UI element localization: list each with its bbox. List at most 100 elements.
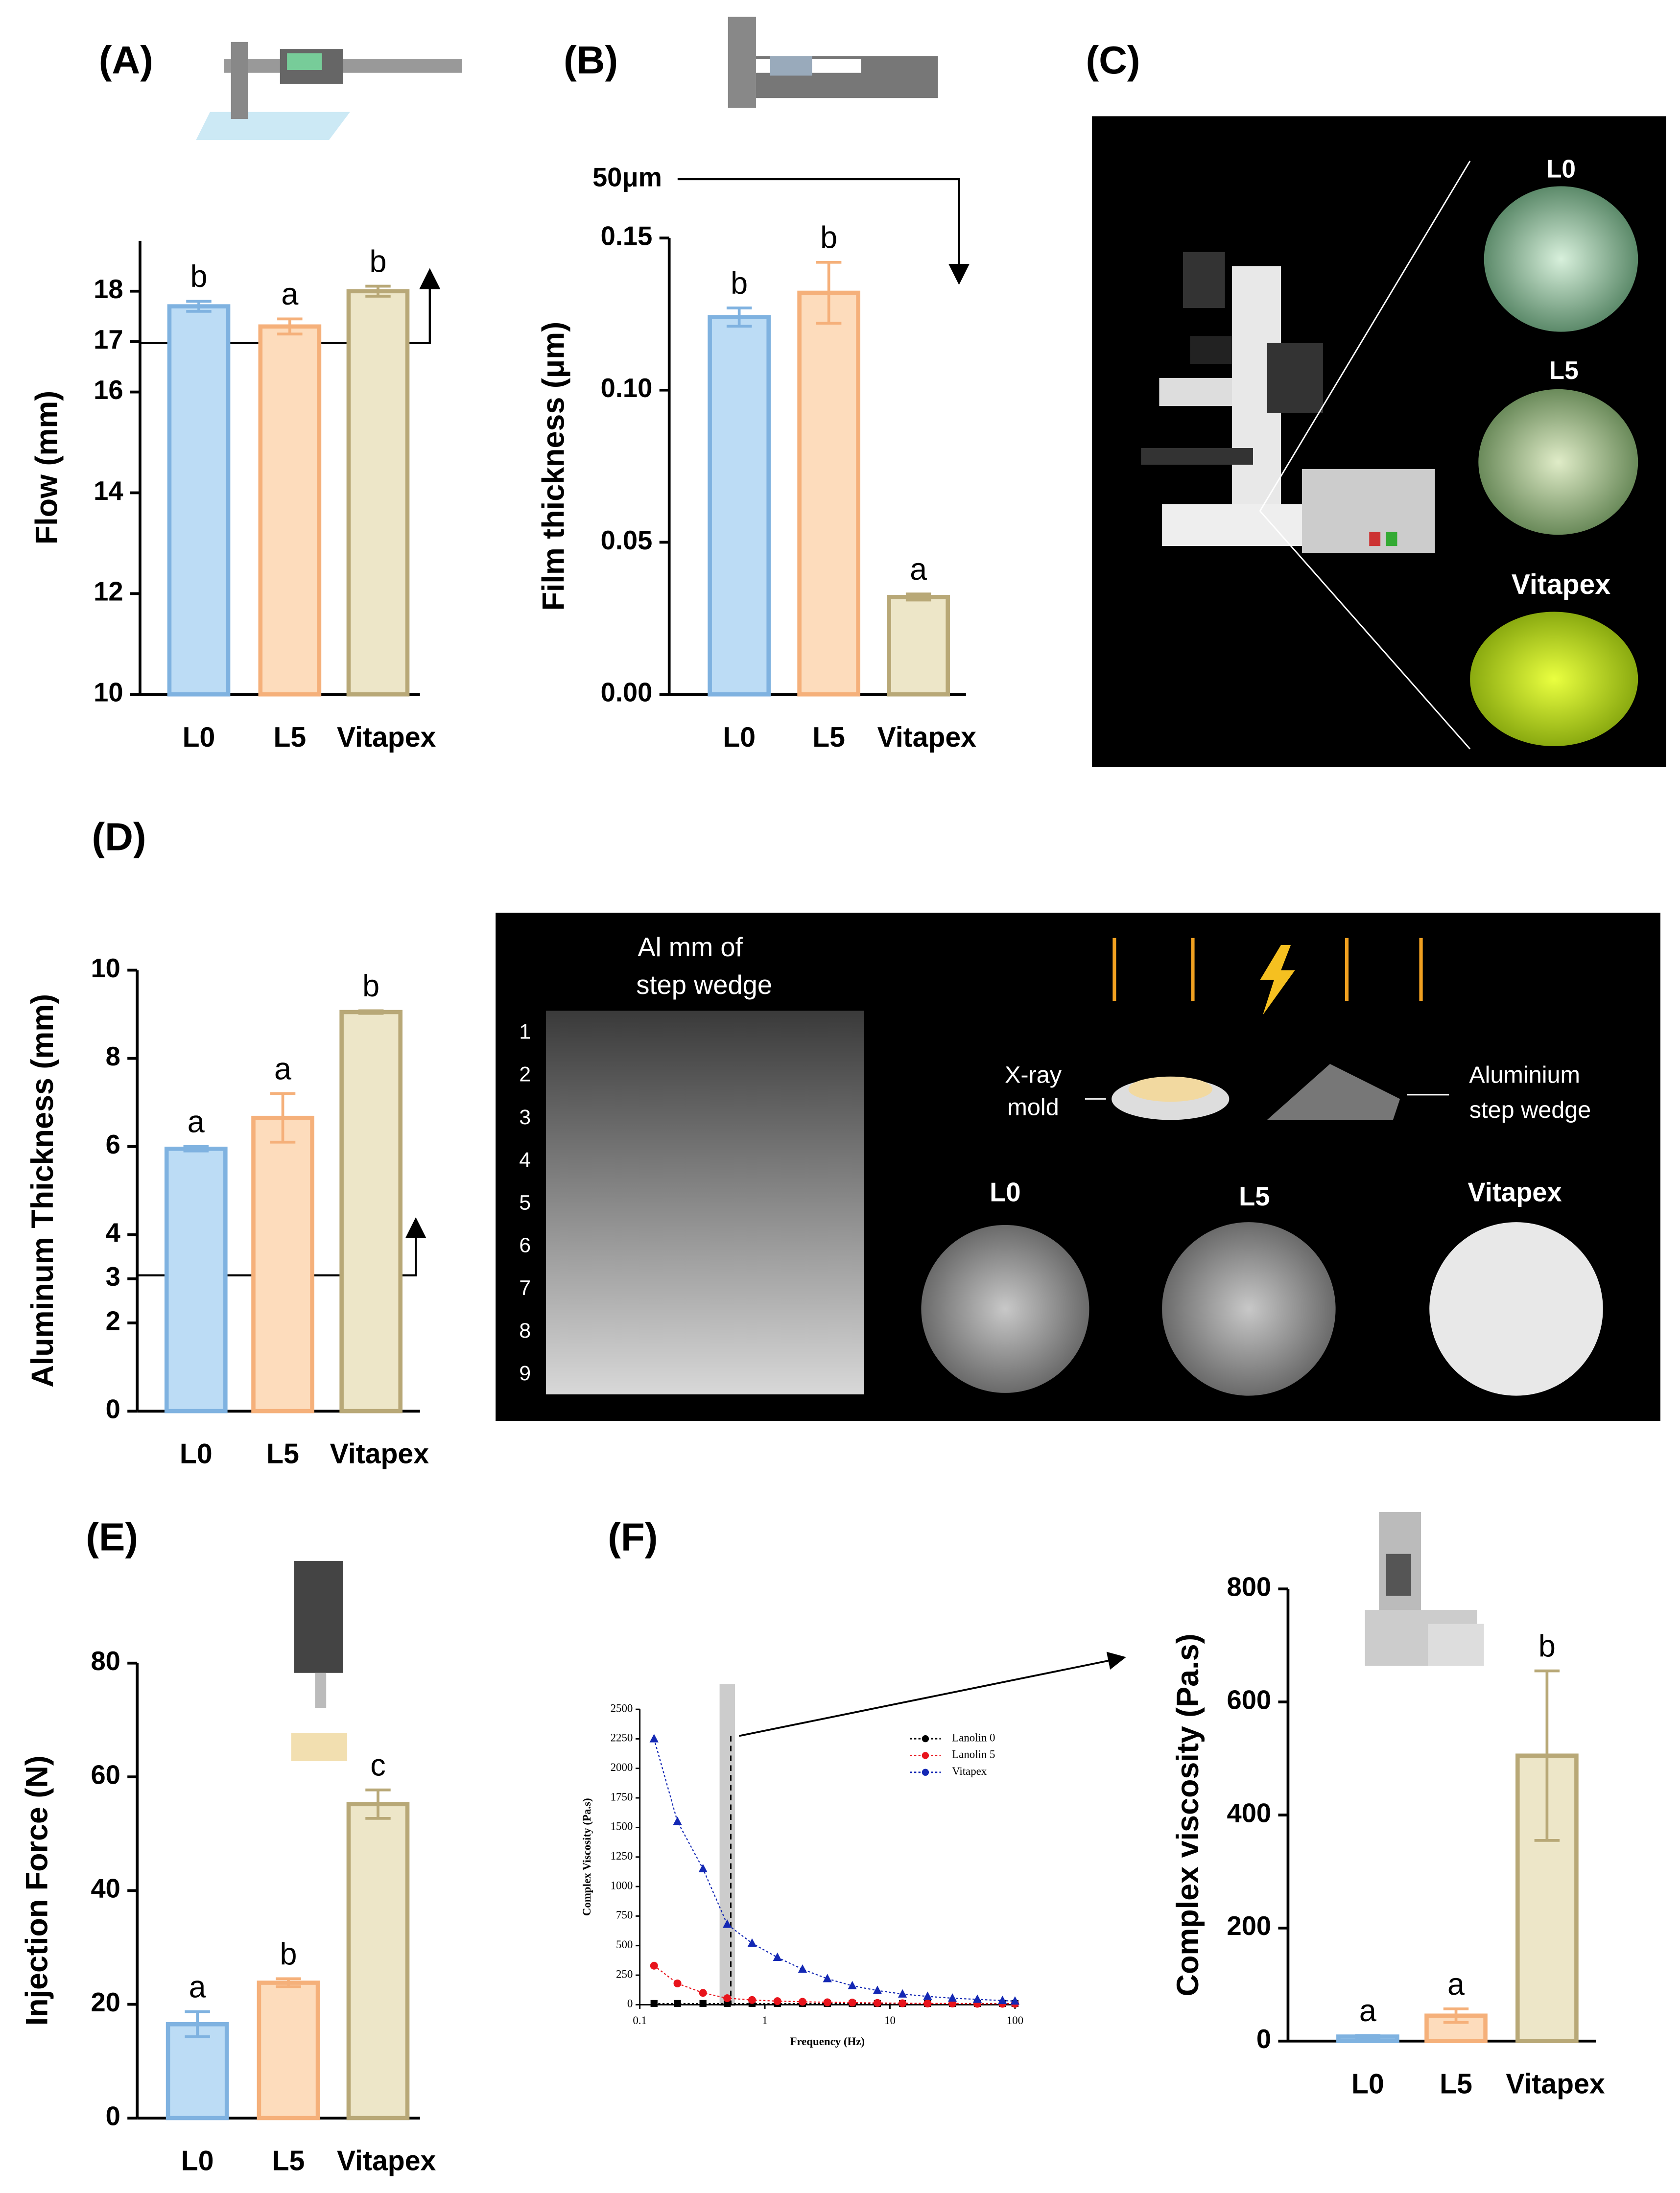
x-tick-label: 10 <box>884 2014 896 2027</box>
wedge-label: Aluminium <box>1469 1062 1580 1088</box>
bar <box>166 2022 229 2121</box>
y-tick-label: 10 <box>91 953 120 983</box>
marker <box>723 1919 732 1928</box>
film-icon <box>728 17 938 108</box>
y-axis-label: Complex viscosity (Pa.s) <box>1171 1633 1205 1996</box>
step-number: 9 <box>519 1362 531 1385</box>
y-tick-label: 1750 <box>611 1791 633 1803</box>
sample-label: L0 <box>990 1177 1020 1207</box>
marker <box>747 1938 757 1947</box>
x-tick-label: L5 <box>812 722 845 753</box>
xray-icons <box>921 938 1603 1396</box>
y-tick-label: 1500 <box>611 1820 633 1833</box>
marker <box>673 1979 682 1987</box>
bar <box>887 595 950 697</box>
y-tick-label: 0 <box>106 1394 120 1424</box>
mold-label: mold <box>1007 1094 1059 1120</box>
marker <box>923 1991 932 2000</box>
x-tick-label: Vitapex <box>877 722 977 753</box>
reference-arrow <box>137 1217 426 1276</box>
x-tick-label: 1 <box>762 2014 767 2027</box>
x-tick-label: Vitapex <box>337 2146 436 2177</box>
marker <box>699 1989 707 1997</box>
y-tick-label: 20 <box>91 1987 120 2017</box>
y-tick-label: 250 <box>616 1968 633 1980</box>
marker <box>773 1997 781 2005</box>
significance-letter: b <box>362 969 379 1003</box>
y-tick-label: 60 <box>91 1760 120 1790</box>
y-tick-label: 1000 <box>611 1879 633 1891</box>
y-tick-label: 800 <box>1227 1572 1271 1602</box>
y-tick-label: 2250 <box>611 1732 633 1744</box>
x-tick-label: L0 <box>181 2146 214 2177</box>
marker <box>773 1952 782 1961</box>
significance-letter: b <box>190 259 208 294</box>
microscope <box>1141 161 1638 750</box>
y-tick-label: 80 <box>91 1646 120 1676</box>
significance-letter: a <box>910 552 927 587</box>
marker <box>798 1998 806 2006</box>
marker <box>823 1974 832 1982</box>
step-number: 4 <box>519 1148 531 1172</box>
marker <box>698 1863 708 1873</box>
x-tick-label: L0 <box>1351 2068 1384 2099</box>
legend-label: Lanolin 5 <box>952 1748 995 1761</box>
marker <box>748 1996 756 2004</box>
y-tick-label: 600 <box>1227 1685 1271 1715</box>
legend-label: Lanolin 0 <box>952 1731 995 1744</box>
marker <box>998 1995 1007 2004</box>
panel-label: (B) <box>564 38 618 82</box>
bar <box>164 1146 228 1414</box>
marker <box>898 1989 907 1998</box>
sample-label: L0 <box>1546 154 1576 183</box>
x-tick-label: L5 <box>273 722 306 753</box>
panel-label: (A) <box>99 38 153 82</box>
reference-arrow <box>140 268 441 344</box>
panel-label: (D) <box>92 815 146 859</box>
marker <box>899 1999 907 2007</box>
y-tick-label: 400 <box>1227 1798 1271 1828</box>
bar <box>258 324 322 697</box>
bar <box>346 289 410 697</box>
marker <box>873 1999 881 2007</box>
marker <box>674 2000 681 2007</box>
x-tick-label: L0 <box>180 1438 213 1470</box>
y-tick-label: 10 <box>94 678 123 707</box>
y-tick-label: 6 <box>106 1130 120 1159</box>
y-tick-label: 14 <box>94 476 123 506</box>
y-tick-label: 0 <box>627 1998 633 2010</box>
marker <box>848 1981 857 1989</box>
y-tick-label: 0.15 <box>601 221 653 251</box>
step-number: 5 <box>519 1191 531 1214</box>
y-tick-label: 4 <box>106 1218 120 1248</box>
significance-letter: b <box>1538 1629 1556 1663</box>
significance-letter: c <box>370 1748 385 1783</box>
y-tick-label: 0.10 <box>601 373 653 403</box>
y-axis-label: Injection Force (N) <box>20 1755 54 2026</box>
marker <box>823 1998 831 2006</box>
x-tick-label: Vitapex <box>1506 2068 1605 2099</box>
x-tick-label: Vitapex <box>330 1438 429 1470</box>
y-tick-label: 0 <box>106 2101 120 2131</box>
legend-marker <box>922 1735 929 1743</box>
step-number: 3 <box>519 1106 531 1129</box>
y-tick-label: 1250 <box>611 1850 633 1862</box>
sample-label: L5 <box>1549 356 1579 384</box>
marker <box>947 1993 957 2002</box>
y-tick-label: 0.00 <box>601 678 653 707</box>
y-tick-label: 0 <box>1256 2024 1271 2054</box>
x-tick-label: Vitapex <box>337 722 436 753</box>
series-line <box>653 1739 1015 2002</box>
y-tick-label: 2500 <box>611 1702 633 1714</box>
panel-label: (E) <box>86 1515 138 1558</box>
bar <box>167 304 231 697</box>
sample-label: Vitapex <box>1468 1177 1562 1207</box>
wedge-title: Al mm of <box>638 932 743 962</box>
panel-label: (F) <box>608 1515 658 1558</box>
y-axis-label: Complex Viscosity (Pa.s) <box>581 1798 593 1916</box>
x-axis-label: Frequency (Hz) <box>790 2035 865 2048</box>
legend-marker <box>922 1752 929 1759</box>
marker <box>798 1964 807 1973</box>
